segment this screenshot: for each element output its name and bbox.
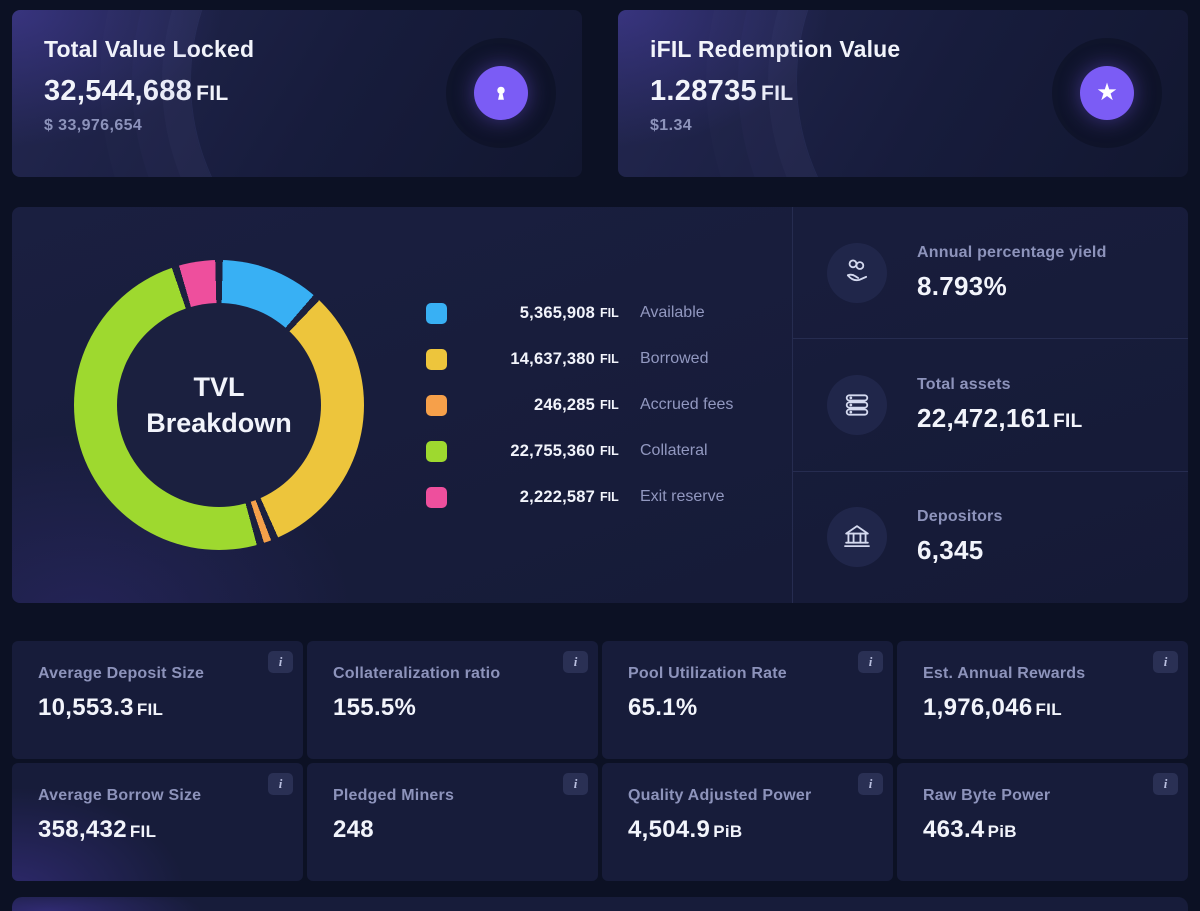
lock-icon-halo bbox=[446, 38, 556, 148]
ifil-value-line: 1.28735 FIL bbox=[650, 75, 1156, 108]
stat-label: Pledged Miners bbox=[333, 787, 455, 804]
stat-label: Average Borrow Size bbox=[38, 787, 202, 804]
info-button[interactable]: i bbox=[858, 773, 883, 795]
next-card-sliver bbox=[12, 897, 1188, 911]
legend-item-borrowed: 14,637,380 FIL Borrowed bbox=[426, 336, 733, 382]
legend-swatch-collateral bbox=[426, 440, 447, 462]
tvl-usd-value: $ 33,976,654 bbox=[44, 117, 143, 134]
tvl-legend: 5,365,908 FIL Available 14,637,380 FIL B… bbox=[426, 290, 733, 520]
donut-hole bbox=[117, 303, 321, 507]
tvl-breakdown-chart-area: TVL Breakdown 5,365,908 FIL Available 14… bbox=[12, 207, 792, 603]
ifil-unit: FIL bbox=[760, 82, 794, 105]
total-assets-label: Total assets bbox=[917, 375, 1011, 393]
tvl-donut[interactable]: TVL Breakdown bbox=[74, 260, 364, 550]
stat-label: Quality Adjusted Power bbox=[628, 787, 812, 804]
stat-value: 463.4 PiB bbox=[923, 816, 1017, 843]
legend-item-collateral: 22,755,360 FIL Collateral bbox=[426, 428, 733, 474]
side-stat-depositors: Depositors 6,345 bbox=[793, 472, 1188, 603]
stat-card-collateralization-ratio: i Collateralization ratio 155.5% bbox=[307, 641, 598, 759]
ifil-value: 1.28735 bbox=[650, 75, 757, 107]
legend-swatch-available bbox=[426, 302, 447, 324]
keyhole-icon bbox=[474, 66, 528, 120]
asset-stack-icon bbox=[827, 374, 887, 435]
stat-label: Est. Annual Rewards bbox=[923, 665, 1086, 682]
depositors-label: Depositors bbox=[917, 508, 1003, 526]
stat-label: Pool Utilization Rate bbox=[628, 665, 787, 682]
legend-value: 2,222,587 bbox=[519, 487, 595, 506]
total-assets-value: 22,472,161 FIL bbox=[917, 402, 1083, 433]
tvl-value: 32,544,688 bbox=[44, 75, 193, 107]
stat-card-pool-utilization-rate: i Pool Utilization Rate 65.1% bbox=[602, 641, 893, 759]
legend-label: Collateral bbox=[640, 442, 708, 459]
donut-title: TVL Breakdown bbox=[146, 371, 292, 438]
apy-label: Annual percentage yield bbox=[917, 243, 1107, 261]
ifil-usd-value: $1.34 bbox=[650, 117, 693, 134]
legend-item-accrued-fees: 246,285 FIL Accrued fees bbox=[426, 382, 733, 428]
info-button[interactable]: i bbox=[1153, 651, 1178, 673]
tvl-breakdown-card: TVL Breakdown 5,365,908 FIL Available 14… bbox=[12, 207, 1188, 603]
info-button[interactable]: i bbox=[268, 651, 293, 673]
legend-unit: FIL bbox=[600, 306, 619, 320]
stat-card-average-deposit-size: i Average Deposit Size 10,553.3 FIL bbox=[12, 641, 303, 759]
tvl-card: Total Value Locked 32,544,688 FIL $ 33,97… bbox=[12, 10, 582, 177]
stat-value: 358,432 FIL bbox=[38, 816, 157, 843]
stat-value: 1,976,046 FIL bbox=[923, 694, 1062, 721]
stat-value: 248 bbox=[333, 816, 374, 843]
legend-value: 246,285 bbox=[533, 395, 595, 414]
info-button[interactable]: i bbox=[563, 651, 588, 673]
stat-label: Raw Byte Power bbox=[923, 787, 1051, 804]
stat-card-average-borrow-size: i Average Borrow Size 358,432 FIL bbox=[12, 763, 303, 881]
stat-value: 4,504.9 PiB bbox=[628, 816, 743, 843]
depositors-value: 6,345 bbox=[917, 535, 984, 566]
legend-unit: FIL bbox=[600, 352, 619, 366]
stat-label: Collateralization ratio bbox=[333, 665, 501, 682]
legend-swatch-accrued-fees bbox=[426, 394, 447, 416]
stat-value: 10,553.3 FIL bbox=[38, 694, 164, 721]
legend-label: Available bbox=[640, 304, 705, 321]
apy-value: 8.793% bbox=[917, 270, 1007, 301]
legend-item-exit-reserve: 2,222,587 FIL Exit reserve bbox=[426, 474, 733, 520]
info-button[interactable]: i bbox=[858, 651, 883, 673]
stat-card-est-annual-rewards: i Est. Annual Rewards 1,976,046 FIL bbox=[897, 641, 1188, 759]
star-icon: ★ bbox=[1080, 66, 1134, 120]
legend-value: 22,755,360 bbox=[510, 441, 595, 460]
info-button[interactable]: i bbox=[563, 773, 588, 795]
legend-label: Exit reserve bbox=[640, 488, 725, 505]
hand-coins-icon bbox=[827, 242, 887, 303]
ifil-redemption-card: iFIL Redemption Value 1.28735 FIL $1.34 ★ bbox=[618, 10, 1188, 177]
legend-value: 14,637,380 bbox=[510, 349, 595, 368]
hero-row: Total Value Locked 32,544,688 FIL $ 33,97… bbox=[12, 10, 1188, 177]
legend-unit: FIL bbox=[600, 490, 619, 504]
legend-value: 5,365,908 bbox=[519, 303, 595, 322]
side-stat-apy: Annual percentage yield 8.793% bbox=[793, 207, 1188, 340]
stat-card-quality-adjusted-power: i Quality Adjusted Power 4,504.9 PiB bbox=[602, 763, 893, 881]
stat-label: Average Deposit Size bbox=[38, 665, 205, 682]
stat-card-raw-byte-power: i Raw Byte Power 463.4 PiB bbox=[897, 763, 1188, 881]
legend-unit: FIL bbox=[600, 398, 619, 412]
legend-unit: FIL bbox=[600, 444, 619, 458]
stat-value: 65.1% bbox=[628, 694, 698, 721]
side-stats-panel: Annual percentage yield 8.793% bbox=[792, 207, 1188, 603]
stat-card-pledged-miners: i Pledged Miners 248 bbox=[307, 763, 598, 881]
tvl-unit: FIL bbox=[196, 82, 229, 105]
bank-icon bbox=[827, 507, 887, 568]
legend-swatch-exit-reserve bbox=[426, 486, 447, 508]
info-button[interactable]: i bbox=[1153, 773, 1178, 795]
legend-label: Borrowed bbox=[640, 350, 709, 367]
legend-label: Accrued fees bbox=[640, 396, 734, 413]
legend-item-available: 5,365,908 FIL Available bbox=[426, 290, 733, 336]
stat-value: 155.5% bbox=[333, 694, 417, 721]
stats-grid: i Average Deposit Size 10,553.3 FIL i Col… bbox=[12, 641, 1188, 881]
legend-swatch-borrowed bbox=[426, 348, 447, 370]
star-icon-halo: ★ bbox=[1052, 38, 1162, 148]
side-stat-total-assets: Total assets 22,472,161 FIL bbox=[793, 339, 1188, 472]
info-button[interactable]: i bbox=[268, 773, 293, 795]
